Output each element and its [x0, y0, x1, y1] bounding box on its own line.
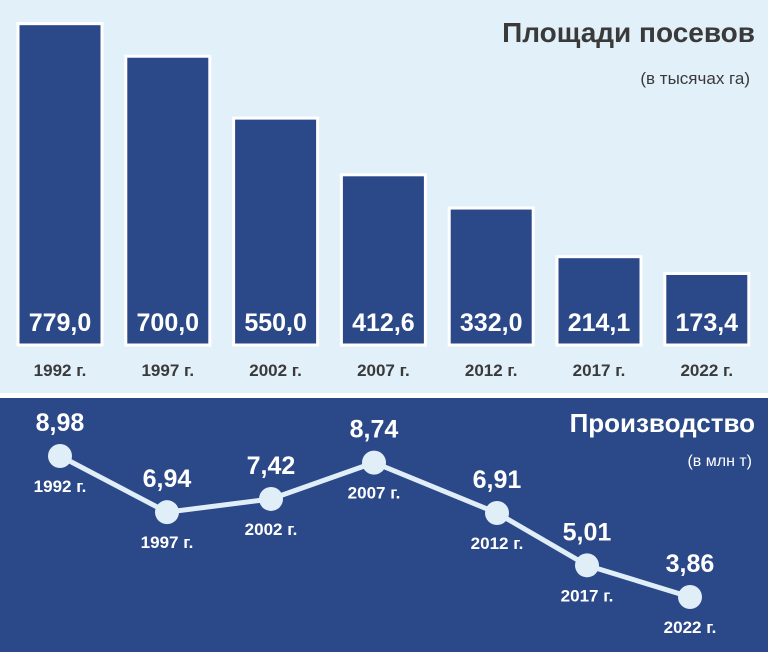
bar-value-label: 779,0 [29, 309, 92, 337]
line-chart-subtitle: (в млн т) [687, 453, 752, 470]
bar-value-label: 700,0 [137, 309, 200, 337]
line-value-label: 5,01 [563, 518, 612, 546]
bar-category-label: 1992 г. [34, 361, 87, 380]
bar-category-label: 2012 г. [465, 361, 518, 380]
bar [663, 271, 751, 347]
bar-value-label: 550,0 [244, 309, 307, 337]
line-category-label: 2017 г. [561, 586, 614, 605]
bar-chart: 779,0 1992 г. 700,0 1997 г. 550,0 2002 г. 412,… [16, 22, 751, 380]
bar-category-label: 2002 г. [249, 361, 302, 380]
line-point [575, 553, 599, 578]
line-chart-title: Производство [570, 408, 755, 438]
line-category-label: 2002 г. [245, 520, 298, 539]
bar-value-label: 412,6 [352, 309, 415, 337]
line-point [485, 501, 509, 526]
bar-value-label: 173,4 [676, 309, 739, 337]
line-category-label: 2012 г. [471, 534, 524, 553]
line-value-label: 8,74 [350, 416, 399, 444]
bar-category-label: 1997 г. [141, 361, 194, 380]
line-point [48, 444, 72, 468]
bar-value-label: 214,1 [568, 309, 631, 337]
line-value-label: 6,94 [143, 465, 192, 493]
bar [555, 255, 643, 347]
line-value-label: 3,86 [666, 550, 715, 578]
line-point [362, 450, 386, 475]
bar-category-label: 2017 г. [573, 361, 626, 380]
bar-chart-title: Площади посевов [502, 17, 755, 48]
line-point [259, 486, 283, 511]
line-point [678, 585, 702, 609]
bar-category-label: 2007 г. [357, 361, 410, 380]
line-category-label: 2022 г. [664, 618, 717, 637]
line-point [155, 500, 179, 525]
bar-chart-subtitle: (в тысячах га) [640, 69, 750, 88]
production-panel-background [0, 398, 768, 652]
bar-value-label: 332,0 [460, 309, 523, 337]
line-category-label: 1992 г. [34, 477, 87, 496]
bar [447, 206, 535, 347]
bar [16, 22, 104, 347]
line-value-label: 7,42 [247, 452, 296, 480]
line-value-label: 6,91 [473, 466, 522, 494]
line-category-label: 1997 г. [141, 533, 194, 552]
line-value-label: 8,98 [36, 409, 85, 437]
bar [232, 116, 320, 347]
bar [339, 173, 427, 347]
line-chart: 8,98 1992 г. 6,94 1997 г. 7,42 2002 г. 8,74 200… [34, 409, 717, 637]
bar-category-label: 2022 г. [680, 361, 733, 380]
line-category-label: 2007 г. [348, 484, 401, 503]
bar [124, 54, 212, 347]
